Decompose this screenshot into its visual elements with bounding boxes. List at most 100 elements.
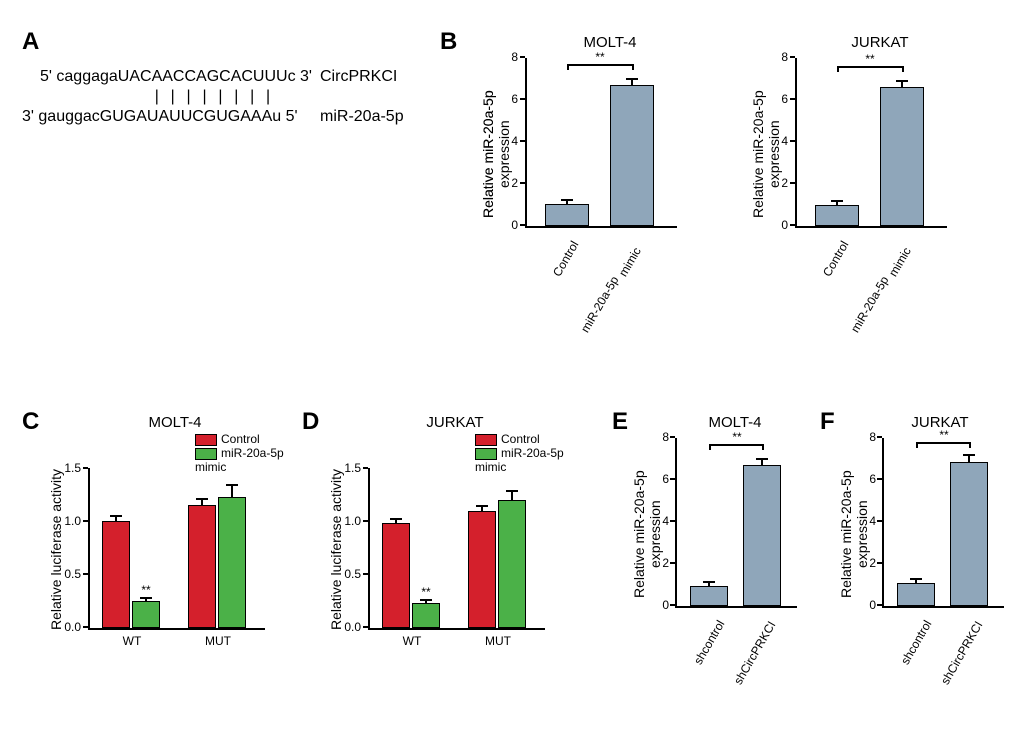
ytick-label: 1.0 [336,514,361,528]
sig-text: ** [138,583,154,597]
errcap [703,581,715,583]
seq-top-name: CircPRKCI [320,68,397,86]
sig-bracket [837,66,839,72]
xlabel: miR-20a-5p [578,274,621,335]
xlabel: WT [112,634,152,648]
bar [102,521,130,628]
chart-D: JURKAT Control miR-20a-5p mimic Relative… [320,420,580,680]
chart-E: MOLT-4 Relative miR-20a-5p expression 0 … [625,420,825,720]
ytick [877,604,882,606]
ytick-label: 8 [858,430,876,444]
ytick [363,573,368,575]
xlabel: shcontrol [691,618,727,667]
plot-area [525,58,677,228]
bar [382,523,410,628]
ytick [790,224,795,226]
ytick [790,182,795,184]
ytick [520,182,525,184]
bar-shcontrol [690,586,728,606]
ytick [790,140,795,142]
ytick-label: 1.5 [56,461,81,475]
ytick-label: 0.0 [336,620,361,634]
chart-C: MOLT-4 Control miR-20a-5p mimic Relative… [40,420,300,680]
ytick-label: 8 [500,50,518,64]
ytick-label: 4 [500,134,518,148]
ytick [790,56,795,58]
errcap [226,484,238,486]
sig-bracket-top [837,66,903,68]
xlabel: WT [392,634,432,648]
ytick-label: 0 [858,598,876,612]
errcap [476,505,488,507]
ytick [520,56,525,58]
ytick-label: 8 [770,50,788,64]
ytick-label: 6 [651,472,669,486]
panel-label-D: D [302,408,319,436]
errcap [506,490,518,492]
legend-label: Control [221,432,260,446]
errcap [390,518,402,520]
ytick-label: 0 [500,218,518,232]
ytick [83,573,88,575]
sig-bracket [969,442,971,448]
ytick-label: 4 [651,514,669,528]
sig-text: ** [418,585,434,599]
errcap [963,454,975,456]
sig-bracket-top [709,444,763,446]
sig-text: ** [727,430,747,444]
figure-root: A 5' caggagaUACAACCAGCACUUUc 3' ||||||||… [0,0,1020,731]
chart-B-jurkat: JURKAT Relative miR-20a-5p expression 0 … [740,40,1000,330]
ylab: Relative luciferase activity [328,469,344,630]
chart-title: MOLT-4 [685,414,785,431]
ytick [520,140,525,142]
ylab-line1: Relative miR-20a-5p [480,90,496,218]
panel-label-B: B [440,28,457,56]
sig-text: ** [590,50,610,64]
seq-bot: 3' gauggacGUGAUAUUCGUGAAAu 5' [22,108,298,126]
sig-bracket [632,64,634,70]
err [231,484,233,498]
sig-text: ** [860,52,880,66]
ytick [877,562,882,564]
ytick [670,604,675,606]
xlabel: shCircPRKCI [938,619,985,687]
errcap [196,498,208,500]
bar-shcontrol [897,583,935,606]
sig-bracket [916,442,918,448]
ytick [363,626,368,628]
errcap [910,578,922,580]
bar [468,511,496,628]
ytick-label: 6 [770,92,788,106]
chart-title: JURKAT [410,414,500,431]
ytick [83,467,88,469]
ytick-label: 1.5 [336,461,361,475]
ytick-label: 2 [858,556,876,570]
errcap [110,515,122,517]
ytick-label: 1.0 [56,514,81,528]
ytick [877,520,882,522]
ytick-label: 8 [651,430,669,444]
sig-bracket [902,66,904,72]
seq-bot-name: miR-20a-5p [320,108,404,126]
legend-label: Control [501,432,540,446]
bar-shcirc [743,465,781,606]
ytick-label: 2 [770,176,788,190]
ytick-label: 0 [770,218,788,232]
sig-bracket [762,444,764,450]
ytick [363,467,368,469]
ytick-label: 0.5 [56,567,81,581]
sig-bracket-top [567,64,633,66]
chart-title: JURKAT [820,34,940,51]
ytick [363,520,368,522]
legend-item: Control [195,432,300,446]
bar [218,497,246,628]
ylab-line1: Relative miR-20a-5p [631,470,647,598]
ytick [520,98,525,100]
bar-control [815,205,859,226]
xlabel: MUT [198,634,238,648]
xlabel: mimic [616,245,644,279]
errcap [561,199,573,201]
xlabel: shcontrol [898,618,934,667]
bar [132,601,160,628]
ylab: Relative luciferase activity [48,469,64,630]
